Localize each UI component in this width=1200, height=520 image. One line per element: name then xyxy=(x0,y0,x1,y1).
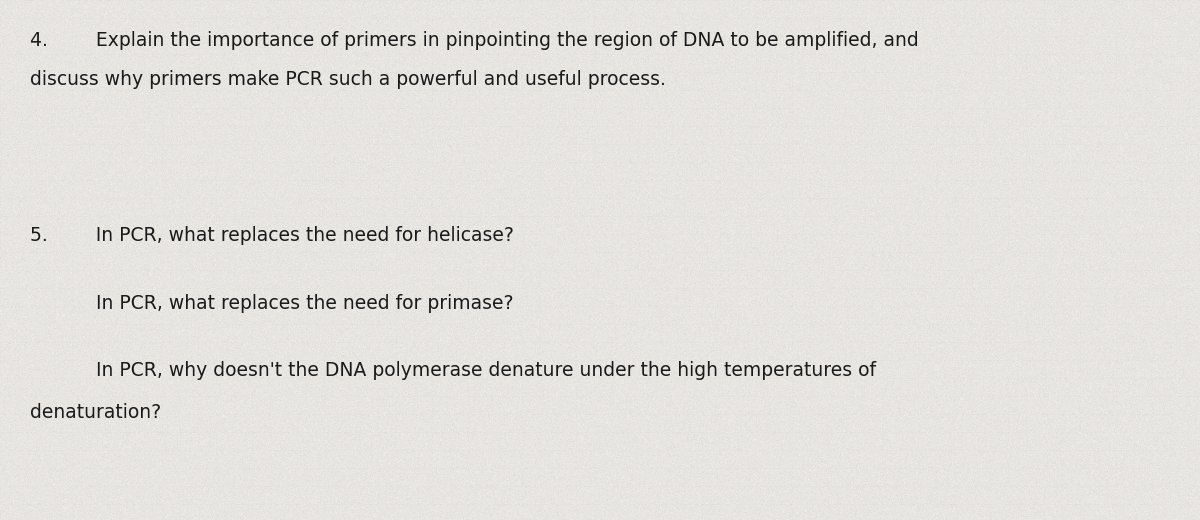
Text: discuss why primers make PCR such a powerful and useful process.: discuss why primers make PCR such a powe… xyxy=(30,70,666,89)
Text: In PCR, what replaces the need for primase?: In PCR, what replaces the need for prima… xyxy=(30,294,514,313)
Text: 4.        Explain the importance of primers in pinpointing the region of DNA to : 4. Explain the importance of primers in … xyxy=(30,31,919,50)
Text: denaturation?: denaturation? xyxy=(30,403,161,422)
Text: 5.        In PCR, what replaces the need for helicase?: 5. In PCR, what replaces the need for he… xyxy=(30,226,514,245)
Text: In PCR, why doesn't the DNA polymerase denature under the high temperatures of: In PCR, why doesn't the DNA polymerase d… xyxy=(30,361,876,381)
